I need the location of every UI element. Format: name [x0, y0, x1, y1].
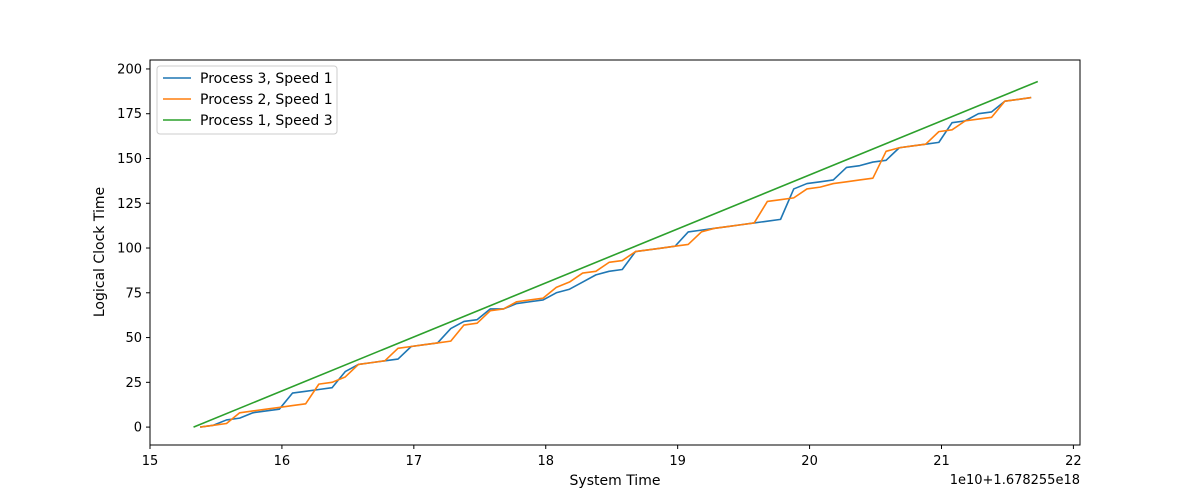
x-tick-label: 17	[406, 454, 423, 469]
y-tick-label: 100	[117, 242, 142, 257]
x-tick-label: 22	[1065, 454, 1082, 469]
legend: Process 3, Speed 1 Process 2, Speed 1 Proc…	[156, 65, 338, 135]
y-tick-label: 150	[117, 152, 142, 167]
legend-box	[156, 65, 338, 135]
y-tick-label: 75	[125, 286, 142, 301]
y-tick-label: 25	[125, 376, 142, 391]
y-tick-label: 175	[117, 107, 142, 122]
x-offset-label: 1e10+1.678255e18	[950, 473, 1080, 488]
x-tick-label: 16	[274, 454, 291, 469]
x-tick-label: 19	[669, 454, 686, 469]
legend-label-3: Process 1, Speed 3	[200, 113, 333, 129]
x-axis-label: System Time	[570, 473, 661, 489]
y-tick-label: 125	[117, 197, 142, 212]
y-axis-label: Logical Clock Time	[92, 187, 108, 317]
plot-frame	[149, 59, 1081, 446]
legend-label-2: Process 2, Speed 1	[200, 92, 333, 108]
series-line-3	[193, 80, 1039, 428]
x-ticks: 15 16 17 18 19 20 21 22	[142, 445, 1082, 469]
y-ticks: 0 25 50 75 100 125 150 175 200	[117, 62, 150, 436]
axes-layer	[149, 59, 1081, 446]
legend-label-1: Process 3, Speed 1	[200, 71, 333, 87]
y-tick-label: 200	[117, 62, 142, 77]
series-line-2	[200, 96, 1032, 428]
y-tick-label: 0	[134, 421, 142, 436]
y-tick-label: 50	[125, 331, 142, 346]
series-layer	[193, 80, 1039, 428]
x-tick-label: 20	[801, 454, 818, 469]
x-tick-label: 15	[142, 454, 159, 469]
x-tick-label: 18	[537, 454, 554, 469]
x-tick-label: 21	[933, 454, 950, 469]
